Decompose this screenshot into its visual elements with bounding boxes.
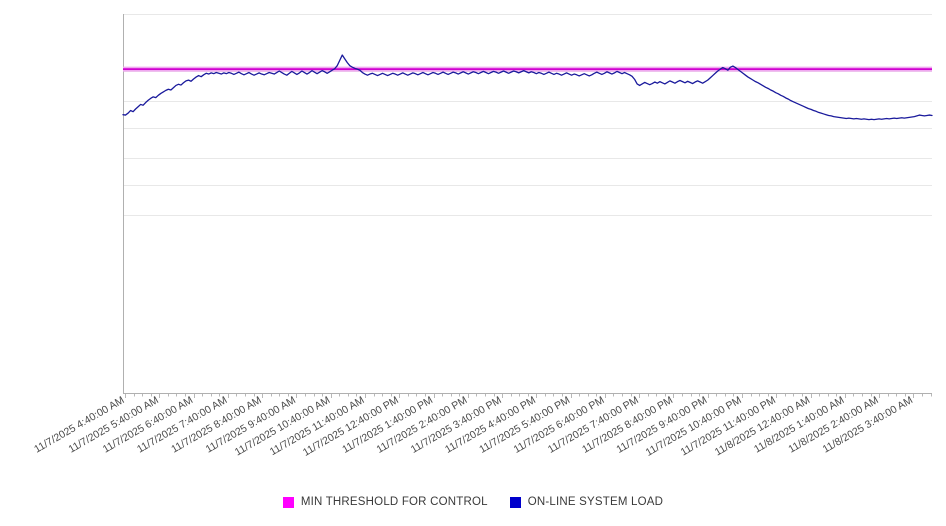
- legend-label-online-system-load: ON-LINE SYSTEM LOAD: [527, 496, 664, 508]
- legend-item-online-system-load[interactable]: ON-LINE SYSTEM LOAD: [509, 496, 664, 508]
- legend-item-min-threshold[interactable]: MIN THRESHOLD FOR CONTROL: [282, 496, 488, 508]
- x-axis-ticks: [125, 394, 932, 398]
- legend-swatch-min-threshold: [282, 496, 294, 508]
- legend-swatch-online-system-load: [509, 496, 521, 508]
- gridlines: [123, 14, 932, 216]
- online-system-load-line: [122, 54, 933, 121]
- legend-label-min-threshold: MIN THRESHOLD FOR CONTROL: [300, 496, 488, 508]
- chart-legend: MIN THRESHOLD FOR CONTROL ON-LINE SYSTEM…: [0, 496, 946, 508]
